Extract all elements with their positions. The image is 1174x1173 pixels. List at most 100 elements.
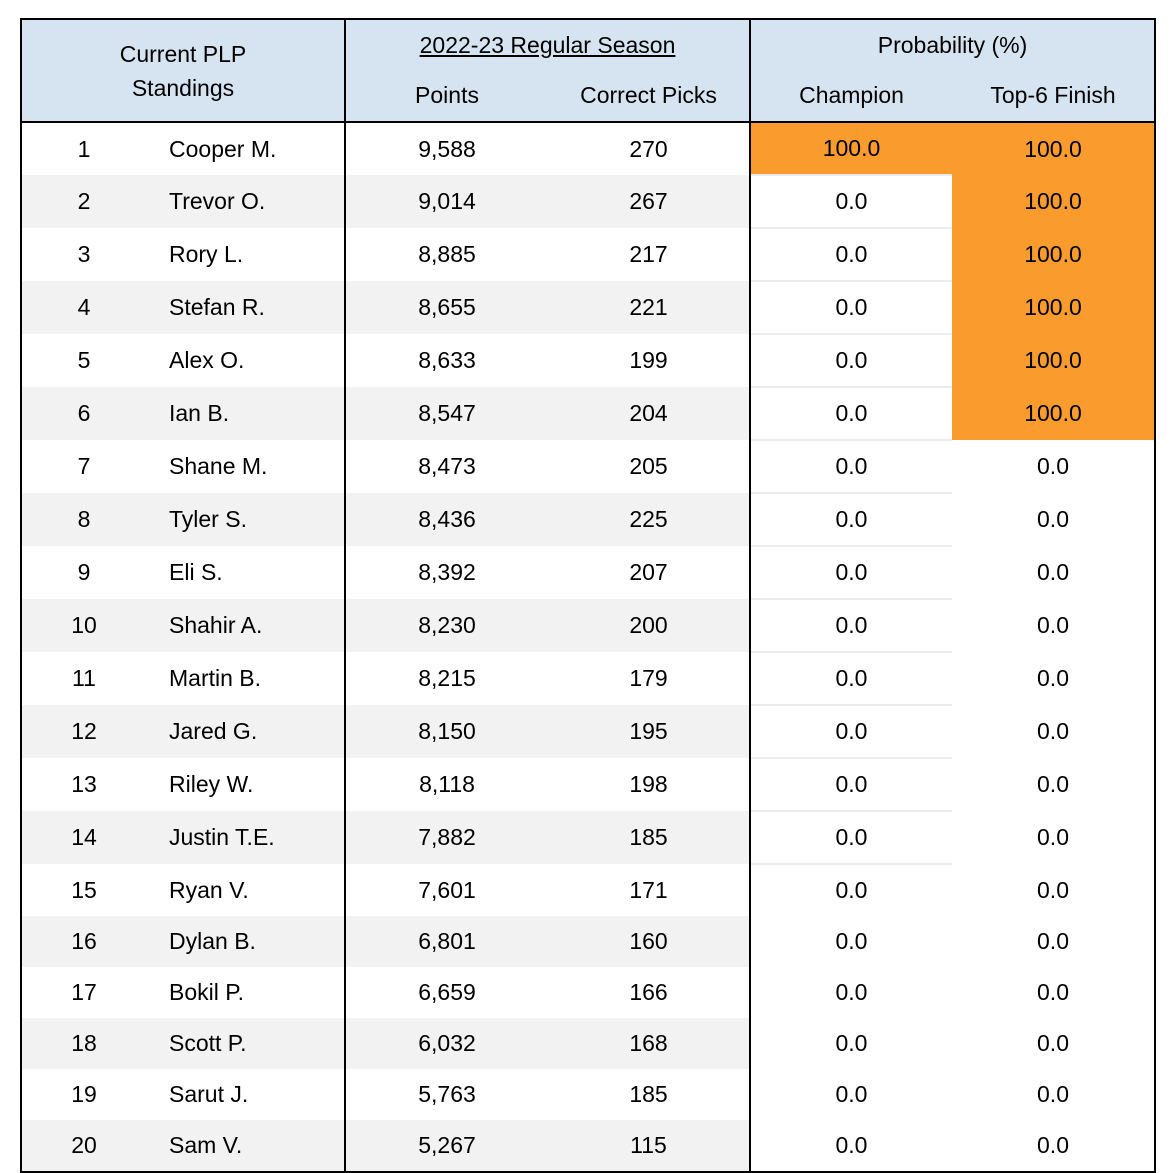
top6-cell: 100.0 <box>952 175 1155 228</box>
points-cell: 8,655 <box>344 281 548 334</box>
rank-cell: 8 <box>22 493 146 546</box>
name-cell: Stefan R. <box>146 281 345 334</box>
name-cell: Scott P. <box>146 1018 345 1069</box>
champion-cell: 0.0 <box>749 1069 952 1120</box>
name-cell: Rory L. <box>169 241 244 267</box>
table-row: 8 Tyler S. 8,436 225 0.0 0.0 <box>22 492 1154 546</box>
correct-picks-cell: 168 <box>548 1018 750 1069</box>
rank-cell: 2 <box>22 175 146 228</box>
correct-picks-cell: 185 <box>548 811 750 864</box>
champion-cell: 0.0 <box>749 280 952 334</box>
table-row: 10 Shahir A. 8,230 200 0.0 0.0 <box>22 598 1154 652</box>
name-cell: Dylan B. <box>146 916 345 967</box>
table-row: 9 Eli S. 8,392 207 0.0 0.0 <box>22 545 1154 599</box>
name-cell: Shane M. <box>169 453 268 479</box>
table-row: 19 Sarut J. 5,763 185 0.0 0.0 <box>22 1069 1154 1120</box>
table-row: 6 Ian B. 8,547 204 0.0 100.0 <box>22 386 1155 440</box>
rank-cell: 10 <box>22 599 146 652</box>
table-row: 2 Trevor O. 9,014 267 0.0 100.0 <box>22 174 1155 228</box>
champion-cell: 0.0 <box>749 651 952 705</box>
points-cell: 6,659 <box>344 967 548 1018</box>
top6-cell: 0.0 <box>1037 665 1069 691</box>
top6-cell: 100.0 <box>952 334 1155 387</box>
table-row: 15 Ryan V. 7,601 171 0.0 0.0 <box>22 863 1154 916</box>
correct-picks-cell: 115 <box>548 1120 750 1171</box>
points-cell: 5,763 <box>344 1069 548 1120</box>
top6-cell: 0.0 <box>1037 771 1069 797</box>
top6-cell: 100.0 <box>952 281 1155 334</box>
top6-cell: 0.0 <box>1037 559 1069 585</box>
rank-cell: 18 <box>22 1018 146 1069</box>
table-row: 5 Alex O. 8,633 199 0.0 100.0 <box>22 333 1155 387</box>
table-row: 7 Shane M. 8,473 205 0.0 0.0 <box>22 439 1154 493</box>
name-cell: Bokil P. <box>169 979 245 1005</box>
correct-picks-cell: 185 <box>629 1081 668 1107</box>
correct-picks-cell: 270 <box>629 135 668 162</box>
rank-cell: 17 <box>71 979 97 1005</box>
correct-picks-cell: 207 <box>629 559 668 585</box>
top6-cell: 100.0 <box>952 122 1155 175</box>
champion-cell: 0.0 <box>749 916 952 967</box>
points-cell: 8,473 <box>344 440 548 493</box>
name-cell: Alex O. <box>169 347 245 373</box>
correct-picks-cell: 171 <box>629 876 668 903</box>
rank-cell: 7 <box>77 453 91 479</box>
points-cell: 7,882 <box>344 811 548 864</box>
rank-cell: 19 <box>71 1081 97 1107</box>
standings-table: Current PLP Standings 2022-23 Regular Se… <box>22 20 1155 1171</box>
table-row: 16 Dylan B. 6,801 160 0.0 0.0 <box>22 916 1154 967</box>
champion-cell: 0.0 <box>749 386 952 440</box>
name-cell: Sam V. <box>146 1120 345 1171</box>
table-row: 11 Martin B. 8,215 179 0.0 0.0 <box>22 651 1154 705</box>
table-row: 13 Riley W. 8,118 198 0.0 0.0 <box>22 757 1154 811</box>
top6-cell: 0.0 <box>1037 453 1069 479</box>
header-correct-picks: Correct Picks <box>548 70 750 122</box>
name-cell: Sarut J. <box>169 1081 249 1107</box>
name-cell: Ryan V. <box>169 876 249 903</box>
table-row: 18 Scott P. 6,032 168 0.0 0.0 <box>22 1018 1154 1069</box>
correct-picks-cell: 166 <box>629 979 668 1005</box>
name-cell: Eli S. <box>169 559 223 585</box>
top6-cell: 0.0 <box>1037 876 1069 903</box>
header-probability: Probability (%) <box>748 20 1155 70</box>
top6-cell: 0.0 <box>1037 1030 1069 1056</box>
name-cell: Ian B. <box>146 387 345 440</box>
name-cell: Martin B. <box>169 665 262 691</box>
name-cell: Tyler S. <box>146 493 345 546</box>
top6-cell: 0.0 <box>1037 824 1069 850</box>
correct-picks-cell: 217 <box>629 241 668 267</box>
top6-cell: 0.0 <box>1037 718 1069 744</box>
champion-cell: 0.0 <box>749 1018 952 1069</box>
table-row: 14 Justin T.E. 7,882 185 0.0 0.0 <box>22 810 1154 864</box>
table-row: 20 Sam V. 5,267 115 0.0 0.0 <box>22 1120 1154 1171</box>
header-champion: Champion <box>749 70 952 122</box>
correct-picks-cell: 221 <box>548 281 750 334</box>
name-cell: Trevor O. <box>146 175 345 228</box>
header-season: 2022-23 Regular Season <box>344 20 750 70</box>
rank-cell: 5 <box>77 347 91 373</box>
points-cell: 9,588 <box>344 122 548 175</box>
points-cell: 8,547 <box>344 387 548 440</box>
points-cell: 9,014 <box>344 175 548 228</box>
correct-picks-cell: 225 <box>548 493 750 546</box>
correct-picks-cell: 179 <box>629 665 668 691</box>
rank-cell: 16 <box>22 916 146 967</box>
top6-cell: 0.0 <box>1037 1132 1069 1158</box>
header-points: Points <box>344 70 548 122</box>
rank-cell: 1 <box>77 135 91 162</box>
table-row: 12 Jared G. 8,150 195 0.0 0.0 <box>22 704 1154 758</box>
champion-cell: 0.0 <box>749 863 952 916</box>
top6-cell: 0.0 <box>1037 1081 1069 1107</box>
header-top6: Top-6 Finish <box>952 70 1155 122</box>
champion-cell: 0.0 <box>749 598 952 652</box>
rank-cell: 11 <box>72 665 96 691</box>
points-cell: 8,150 <box>344 705 548 758</box>
champion-cell: 0.0 <box>749 439 952 493</box>
correct-picks-cell: 199 <box>629 347 668 373</box>
header-standings: Current PLP Standings <box>22 20 345 122</box>
champion-cell: 0.0 <box>749 810 952 864</box>
points-cell: 6,032 <box>344 1018 548 1069</box>
standings-table-container: Current PLP Standings 2022-23 Regular Se… <box>20 18 1156 1173</box>
points-cell: 8,215 <box>344 652 548 705</box>
champion-cell: 0.0 <box>749 174 952 228</box>
